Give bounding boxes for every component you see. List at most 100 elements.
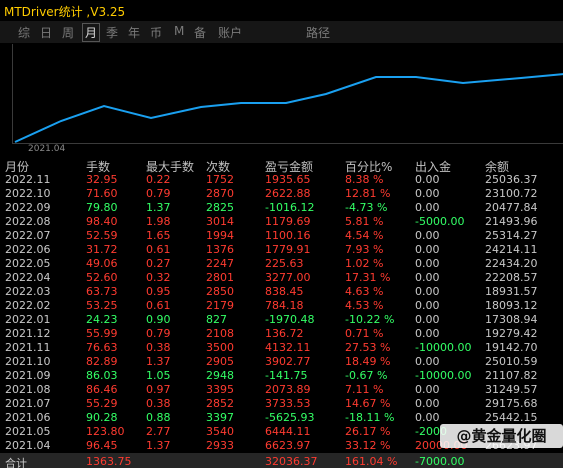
max-lots-cell: 0.32 <box>146 271 171 284</box>
percent-cell: 18.49 % <box>345 355 391 368</box>
deposit-cell: 0.00 <box>415 229 440 242</box>
max-lots-cell: 1.37 <box>146 355 171 368</box>
profit-cell: 1779.91 <box>265 243 311 256</box>
max-lots-cell: 0.22 <box>146 173 171 186</box>
max-lots-cell: 0.79 <box>146 327 171 340</box>
lots-cell: 32.95 <box>86 173 118 186</box>
percent-cell: 33.12 % <box>345 439 391 452</box>
trades-cell: 2108 <box>206 327 234 340</box>
max-lots-cell: 1.98 <box>146 215 171 228</box>
trades-cell: 2905 <box>206 355 234 368</box>
max-lots-cell: 0.61 <box>146 299 171 312</box>
month-cell: 2021.04 <box>5 439 51 452</box>
max-lots-cell: 0.79 <box>146 187 171 200</box>
month-cell: 2022.03 <box>5 285 51 298</box>
watermark: @黄金量化圈 <box>440 424 563 448</box>
trades-cell: 3500 <box>206 341 234 354</box>
percent-cell: 5.81 % <box>345 215 384 228</box>
trades-cell: 3395 <box>206 383 234 396</box>
lots-cell: 86.46 <box>86 383 118 396</box>
profit-cell: 2073.89 <box>265 383 311 396</box>
balance-cell: 31249.57 <box>485 383 538 396</box>
max-lots-cell: 1.37 <box>146 201 171 214</box>
balance-cell: 17308.94 <box>485 313 538 326</box>
title: MTDriver统计 ,V3.25 <box>4 5 126 19</box>
balance-cell: 25314.27 <box>485 229 538 242</box>
column-header: 次数 <box>206 160 231 174</box>
deposit-cell: -2000 <box>415 425 447 438</box>
total-bar <box>0 453 563 468</box>
trades-cell: 1752 <box>206 173 234 186</box>
month-cell: 2021.05 <box>5 425 51 438</box>
tab[interactable]: 月 <box>82 23 101 42</box>
percent-cell: -10.22 % <box>345 313 395 326</box>
profit-cell: -1016.12 <box>265 201 315 214</box>
tab[interactable]: 季 <box>106 26 119 40</box>
tab[interactable]: 年 <box>128 26 141 40</box>
month-cell: 2022.06 <box>5 243 51 256</box>
trades-cell: 2948 <box>206 369 234 382</box>
column-header: 月份 <box>5 160 30 174</box>
lots-cell: 52.59 <box>86 229 118 242</box>
percent-cell: 27.53 % <box>345 341 391 354</box>
month-cell: 2021.07 <box>5 397 51 410</box>
month-cell: 2021.12 <box>5 327 51 340</box>
trades-cell: 2179 <box>206 299 234 312</box>
lots-cell: 123.80 <box>86 425 125 438</box>
profit-cell: 4132.11 <box>265 341 311 354</box>
deposit-cell: 0.00 <box>415 327 440 340</box>
max-lots-cell: 2.77 <box>146 425 171 438</box>
percent-cell: 0.71 % <box>345 327 384 340</box>
balance-cell: 22208.57 <box>485 271 538 284</box>
month-cell: 2021.08 <box>5 383 51 396</box>
tab[interactable]: 综 <box>18 26 31 40</box>
title-bar: MTDriver统计 ,V3.25 <box>0 0 563 20</box>
max-lots-cell: 0.38 <box>146 341 171 354</box>
tab[interactable]: 账户 <box>218 26 243 40</box>
trades-cell: 2870 <box>206 187 234 200</box>
deposit-cell: 0.00 <box>415 313 440 326</box>
profit-cell: -141.75 <box>265 369 308 382</box>
tab[interactable]: M <box>174 24 185 38</box>
profit-cell: 1100.16 <box>265 229 311 242</box>
total-percent: 161.04 % <box>345 455 398 468</box>
lots-cell: 24.23 <box>86 313 118 326</box>
trades-cell: 3014 <box>206 215 234 228</box>
lots-cell: 76.63 <box>86 341 118 354</box>
max-lots-cell: 1.37 <box>146 439 171 452</box>
profit-cell: 6623.97 <box>265 439 311 452</box>
max-lots-cell: 0.38 <box>146 397 171 410</box>
max-lots-cell: 1.05 <box>146 369 171 382</box>
total-deposit: -7000.00 <box>415 455 465 468</box>
lots-cell: 86.03 <box>86 369 118 382</box>
month-cell: 2022.11 <box>5 173 51 186</box>
tab[interactable]: 备 <box>194 26 207 40</box>
trades-cell: 2933 <box>206 439 234 452</box>
trades-cell: 3397 <box>206 411 234 424</box>
tab[interactable]: 路径 <box>306 26 331 40</box>
deposit-cell: 0.00 <box>415 411 440 424</box>
balance-cell: 18931.57 <box>485 285 538 298</box>
deposit-cell: 0.00 <box>415 201 440 214</box>
lots-cell: 90.28 <box>86 411 118 424</box>
lots-cell: 55.99 <box>86 327 118 340</box>
lots-cell: 55.29 <box>86 397 118 410</box>
month-cell: 2021.10 <box>5 355 51 368</box>
month-cell: 2022.08 <box>5 215 51 228</box>
tab[interactable]: 周 <box>62 26 75 40</box>
trades-cell: 827 <box>206 313 227 326</box>
balance-cell: 19279.42 <box>485 327 538 340</box>
tab[interactable]: 日 <box>40 26 53 40</box>
lots-cell: 98.40 <box>86 215 118 228</box>
profit-cell: 838.45 <box>265 285 304 298</box>
tab[interactable]: 币 <box>150 26 163 40</box>
column-header: 盈亏金额 <box>265 160 314 174</box>
month-cell: 2021.06 <box>5 411 51 424</box>
balance-cell: 25442.15 <box>485 411 538 424</box>
max-lots-cell: 1.65 <box>146 229 171 242</box>
deposit-cell: 0.00 <box>415 243 440 256</box>
percent-cell: 26.17 % <box>345 425 391 438</box>
percent-cell: 7.93 % <box>345 243 384 256</box>
total-label: 合计 <box>5 457 27 468</box>
balance-cell: 19142.70 <box>485 341 538 354</box>
